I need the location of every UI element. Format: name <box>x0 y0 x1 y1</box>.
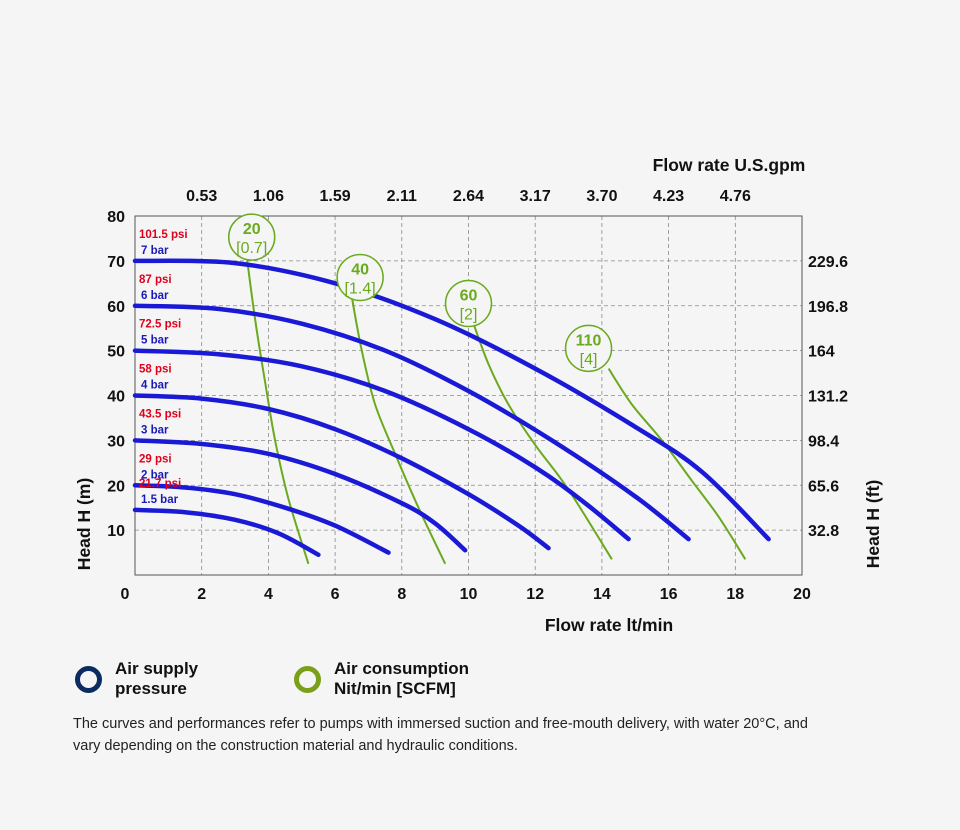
x2-tick-label: 2.64 <box>453 188 484 205</box>
pressure-curve <box>132 507 321 558</box>
x2-tick-label: 0.53 <box>186 188 217 205</box>
legend-label-pressure: Air supply pressure <box>115 659 285 699</box>
pressure-psi-label: 21.7 psi <box>139 478 181 490</box>
air-consumption-scfm: [2] <box>460 307 478 324</box>
pressure-psi-label: 58 psi <box>139 364 172 376</box>
y-tick-label: 30 <box>107 433 125 450</box>
x-tick-label: 0 <box>121 586 130 603</box>
y2-tick-label: 196.8 <box>808 299 848 316</box>
air-consumption-scfm: [4] <box>580 351 598 368</box>
y-tick-label: 40 <box>107 389 125 406</box>
pressure-bar-label: 4 bar <box>141 380 169 392</box>
x-tick-label: 12 <box>526 586 544 603</box>
y-tick-label: 10 <box>107 523 125 540</box>
pressure-bar-label: 7 bar <box>141 245 169 257</box>
air-consumption-scfm: [1.4] <box>345 280 376 297</box>
legend-line: Nit/min [SCFM] <box>334 679 456 698</box>
x2-tick-label: 3.17 <box>520 188 551 205</box>
pressure-curve <box>132 303 691 542</box>
pressure-psi-label: 43.5 psi <box>139 408 181 420</box>
air-consumption-curve <box>472 323 613 560</box>
footnote: The curves and performances refer to pum… <box>73 716 808 754</box>
y2-tick-label: 131.2 <box>808 389 848 406</box>
x-tick-label: 8 <box>397 586 406 603</box>
x-tick-label: 14 <box>593 586 611 603</box>
legend-label-air: Air consumption Nit/min [SCFM] <box>334 659 504 699</box>
pressure-curve <box>132 393 551 551</box>
air-consumption-scfm: [0.7] <box>236 240 267 257</box>
air-consumption-bubble <box>564 324 613 373</box>
legend-line: Air consumption <box>334 659 470 678</box>
y-tick-label: 20 <box>107 478 125 495</box>
air-consumption-value: 60 <box>460 288 478 305</box>
x-tick-label: 16 <box>660 586 678 603</box>
pump-performance-chart: 0 2 4 6 8 10 12 14 16 18 20 10 20 30 40 50 60 70 80 0.53 1.0… <box>74 155 883 635</box>
y2-tick-label: 164 <box>808 344 835 361</box>
blue-ring-icon <box>75 665 102 693</box>
air-consumption-value: 110 <box>576 332 602 349</box>
x2-tick-label: 1.06 <box>253 188 284 205</box>
y-tick-label: 70 <box>107 254 125 271</box>
pressure-psi-label: 29 psi <box>139 453 172 465</box>
air-consumption-curve <box>350 296 447 565</box>
y-tick-label: 60 <box>107 299 125 316</box>
y2-tick-label: 229.6 <box>808 254 848 271</box>
air-consumption-bubble <box>336 253 384 302</box>
y-tick-label: 50 <box>107 344 125 361</box>
legend-line: Air supply <box>115 659 199 678</box>
pressure-psi-label: 101.5 psi <box>139 229 188 241</box>
pressure-bar-label: 1.5 bar <box>141 494 179 506</box>
x-tick-label: 6 <box>331 586 340 603</box>
x-tick-label: 4 <box>264 586 273 603</box>
y2-tick-label: 65.6 <box>808 478 839 495</box>
x2-tick-label: 1.59 <box>320 188 351 205</box>
x2-tick-label: 4.23 <box>653 188 684 205</box>
y2-tick-label: 98.4 <box>808 433 839 450</box>
x-tick-label: 2 <box>197 586 206 603</box>
pressure-bar-label: 3 bar <box>141 424 169 436</box>
air-consumption-bubble <box>227 213 276 261</box>
pressure-curve <box>132 438 468 553</box>
x-tick-label: 18 <box>726 586 744 603</box>
y-axis-title: Head H (m) <box>74 478 94 570</box>
legend-line: pressure <box>115 679 187 698</box>
x-tick-label: 20 <box>793 586 811 603</box>
pressure-psi-label: 72.5 psi <box>139 319 181 331</box>
pressure-psi-label: 87 psi <box>139 274 172 286</box>
air-consumption-curve <box>607 368 747 560</box>
air-consumption-bubble <box>444 279 493 328</box>
x-axis-title: Flow rate lt/min <box>545 615 673 635</box>
pressure-curve <box>132 258 771 542</box>
x2-tick-label: 2.11 <box>387 188 417 205</box>
pressure-curve <box>132 348 631 542</box>
pressure-bar-label: 6 bar <box>141 290 169 302</box>
pressure-curve <box>132 483 391 555</box>
x2-axis-title: Flow rate U.S.gpm <box>653 155 806 175</box>
legend-air-supply-pressure: Air supply pressure <box>75 659 285 699</box>
y2-axis-title: Head H (ft) <box>863 480 883 568</box>
pressure-bar-label: 5 bar <box>141 335 169 347</box>
x-tick-label: 10 <box>460 586 478 603</box>
x2-tick-label: 3.70 <box>586 188 617 205</box>
y2-tick-label: 32.8 <box>808 523 839 540</box>
x2-tick-label: 4.76 <box>720 188 751 205</box>
green-ring-icon <box>294 665 321 693</box>
air-consumption-value: 40 <box>351 261 369 278</box>
pressure-bar-label: 2 bar <box>141 469 169 481</box>
legend-air-consumption: Air consumption Nit/min [SCFM] <box>294 659 504 699</box>
air-consumption-value: 20 <box>243 221 261 238</box>
y-tick-label: 80 <box>107 209 125 226</box>
